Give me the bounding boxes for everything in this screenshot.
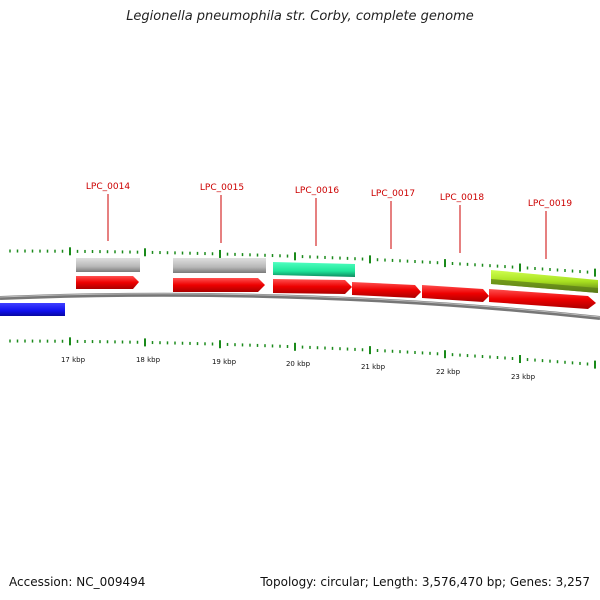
scale-label-23kbp: 23 kbp xyxy=(511,373,536,381)
gene-label-lpc-0014: LPC_0014 xyxy=(86,182,130,241)
gene-bar-lpc-0015[interactable] xyxy=(173,258,266,273)
cds-arrow-lpc-0015[interactable] xyxy=(173,278,265,292)
genome-summary-text: Topology: circular; Length: 3,576,470 bp… xyxy=(260,575,590,589)
svg-text:LPC_0015: LPC_0015 xyxy=(200,183,244,193)
genome-title: Legionella pneumophila str. Corby, compl… xyxy=(126,9,474,24)
genome-backbone-highlight xyxy=(0,293,600,318)
scale-label-17kbp: 17 kbp xyxy=(61,356,86,364)
cds-arrow-lpc-0016[interactable] xyxy=(273,279,352,294)
gene-label-lpc-0017: LPC_0017 xyxy=(371,189,415,249)
scale-label-22kbp: 22 kbp xyxy=(436,368,461,376)
svg-text:LPC_0016: LPC_0016 xyxy=(295,186,339,196)
svg-text:LPC_0017: LPC_0017 xyxy=(371,189,415,199)
scale-label-21kbp: 21 kbp xyxy=(361,363,386,371)
gene-label-lpc-0018: LPC_0018 xyxy=(440,193,484,253)
feature-blue[interactable] xyxy=(0,303,65,316)
scale-label-20kbp: 20 kbp xyxy=(286,360,311,368)
gene-label-lpc-0015: LPC_0015 xyxy=(200,183,244,243)
gene-bar-lpc-0014[interactable] xyxy=(76,258,140,272)
svg-text:LPC_0018: LPC_0018 xyxy=(440,193,484,203)
cds-arrow-lpc-0019[interactable] xyxy=(489,289,596,309)
scale-label-18kbp: 18 kbp xyxy=(136,356,161,364)
tick-row-bottom xyxy=(9,337,596,369)
accession-text: Accession: NC_009494 xyxy=(9,575,146,589)
svg-text:LPC_0019: LPC_0019 xyxy=(528,199,572,209)
cds-arrow-lpc-0018[interactable] xyxy=(422,285,489,302)
tick-row-top xyxy=(9,247,596,277)
gene-bar-lpc-0016[interactable] xyxy=(273,262,355,277)
cds-arrow-lpc-0017[interactable] xyxy=(352,282,421,298)
scale-label-19kbp: 19 kbp xyxy=(212,358,237,366)
gene-label-lpc-0016: LPC_0016 xyxy=(295,186,339,246)
genome-backbone xyxy=(0,292,600,320)
gene-bar-lpc-0019-shadow xyxy=(491,279,598,293)
cds-arrow-lpc-0014[interactable] xyxy=(76,276,139,289)
svg-text:LPC_0014: LPC_0014 xyxy=(86,182,130,192)
gene-label-lpc-0019: LPC_0019 xyxy=(528,199,572,259)
